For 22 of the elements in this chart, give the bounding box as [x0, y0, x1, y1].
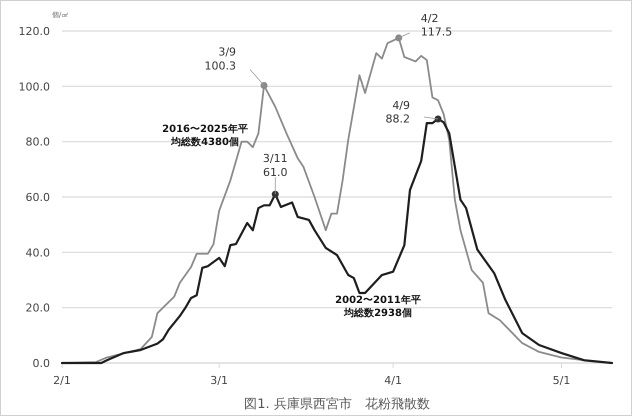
series-label: 2016〜2025年平均総数4380個 [161, 123, 249, 149]
annotation: 3/11 61.0 [262, 152, 288, 179]
text: 図1. 兵庫県西宮市 花粉飛散数 [244, 396, 430, 412]
y-tick-label: 60.0 [26, 191, 50, 204]
y-tick-label: 20.0 [26, 302, 50, 315]
x-tick-label: 2/1 [53, 374, 71, 387]
annotation: 4/2 117.5 [395, 12, 452, 42]
y-tick-label: 0.0 [32, 357, 50, 370]
y-tick-label: 80.0 [26, 136, 50, 149]
x-tick-label: 5/1 [552, 374, 570, 387]
y-tick-label: 40.0 [26, 246, 50, 260]
annotation: 3/9 100.3 [204, 46, 236, 72]
annotation: 4/9 88.2 [386, 98, 442, 126]
annotation: 3/9 100.3 [204, 46, 268, 89]
x-tick-label: 4/1 [384, 374, 402, 387]
x-tick-label: 3/1 [210, 374, 228, 387]
annotation: 4/2 117.5 [420, 12, 452, 39]
annotation: 4/9 88.2 [386, 98, 410, 126]
y-tick-label: 100.0 [18, 80, 50, 94]
series-label: 2002〜2011年平均総数2938個 [334, 294, 422, 320]
annotation: 3/11 61.0 [262, 152, 288, 198]
y-tick-label: 120.0 [18, 25, 50, 38]
